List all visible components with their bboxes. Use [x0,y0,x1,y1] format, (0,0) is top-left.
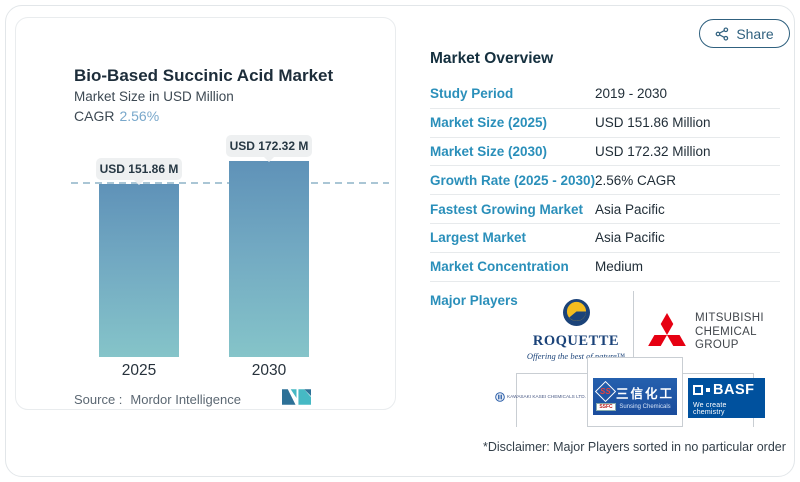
roquette-logo: ROQUETTE Offering the best of nature™ [526,299,626,361]
row-value: Asia Pacific [595,201,665,217]
logo-grid-divider [633,291,634,373]
mitsubishi-three-diamonds-icon [648,313,686,351]
kawasaki-wordmark: KAWASAKI KASEI CHEMICALS LTD. [507,394,587,400]
basf-logo: BASF We create chemistry [688,378,765,418]
row-label: Market Size (2030) [430,143,548,159]
row-label: Fastest Growing Market [430,201,584,217]
cagr-row: CAGR 2.56% [74,108,159,124]
bar-2030 [229,161,309,357]
row-value: USD 172.32 Million [595,143,711,159]
table-row: Market Concentration Medium [430,253,780,282]
source-attribution: Source : Mordor Intelligence [74,392,241,407]
x-axis-label-2030: 2030 [251,362,287,379]
sunsing-logo-card: SS SSFC 三信化工 Sunsing Chemicals [587,357,683,427]
mitsubishi-wordmark: MITSUBISHI CHEMICAL GROUP [695,312,764,351]
share-button[interactable]: Share [699,19,790,48]
mordor-intelligence-logo-icon [282,388,311,410]
row-label: Market Concentration [430,259,569,275]
table-row: Largest Market Asia Pacific [430,224,780,253]
row-value: 2019 - 2030 [595,86,668,102]
row-label: Growth Rate (2025 - 2030) [430,172,596,188]
row-label: Market Size (2025) [430,115,548,131]
row-label: Study Period [430,86,514,102]
logo-grid-divider [516,373,517,427]
table-row: Market Size (2025) USD 151.86 Million [430,109,780,138]
sunsing-cn-wordmark: 三信化工 [615,387,674,401]
chart-card: Bio-Based Succinic Acid Market Market Si… [15,17,396,410]
kawasaki-kasei-icon [495,392,506,402]
roquette-icon [562,299,590,330]
row-value: Medium [595,259,644,275]
source-value: Mordor Intelligence [130,392,241,407]
table-row: Growth Rate (2025 - 2030) 2.56% CAGR [430,166,780,196]
sunsing-en-wordmark: Sunsing Chemicals [619,404,671,410]
value-label-2030: USD 172.32 M [226,135,312,162]
cagr-label: CAGR [74,108,115,124]
basf-solid-square-icon [706,388,710,392]
table-row: Market Size (2030) USD 172.32 Million [430,138,780,167]
row-value: 2.56% CAGR [595,172,677,188]
major-players-label: Major Players [430,293,518,308]
table-row: Study Period 2019 - 2030 [430,80,780,109]
share-nodes-icon [715,26,729,41]
sunsing-chemicals-logo: SS SSFC 三信化工 Sunsing Chemicals [593,378,677,415]
basf-wordmark: BASF [713,382,755,398]
roquette-wordmark: ROQUETTE [532,333,620,349]
bar-2025 [99,184,179,357]
chart-subtitle: Market Size in USD Million [74,89,234,104]
sunsing-badge: SSFC [596,402,616,411]
basf-outline-square-icon [693,385,703,395]
value-label-2025: USD 151.86 M [96,158,182,185]
x-axis-label-2025: 2025 [121,362,157,379]
chart-title: Bio-Based Succinic Acid Market [74,66,334,85]
mitsubishi-chemical-logo: MITSUBISHI CHEMICAL GROUP [648,312,764,353]
overview-table: Study Period 2019 - 2030 Market Size (20… [430,80,780,282]
cagr-value: 2.56% [119,108,160,124]
share-button-label: Share [736,25,774,42]
row-label: Largest Market [430,230,527,246]
roquette-tagline: Offering the best of nature™ [526,351,626,361]
basf-tagline: We create chemistry [693,402,727,416]
row-value: Asia Pacific [595,230,665,246]
kawasaki-kasei-logo: KAWASAKI KASEI CHEMICALS LTD. [495,392,586,402]
disclaimer-text: *Disclaimer: Major Players sorted in no … [483,440,786,454]
source-label: Source : [74,392,123,407]
row-value: USD 151.86 Million [595,115,711,131]
overview-heading: Market Overview [430,50,554,67]
table-row: Fastest Growing Market Asia Pacific [430,195,780,224]
sunsing-diamond-icon: SS SSFC [595,380,617,411]
